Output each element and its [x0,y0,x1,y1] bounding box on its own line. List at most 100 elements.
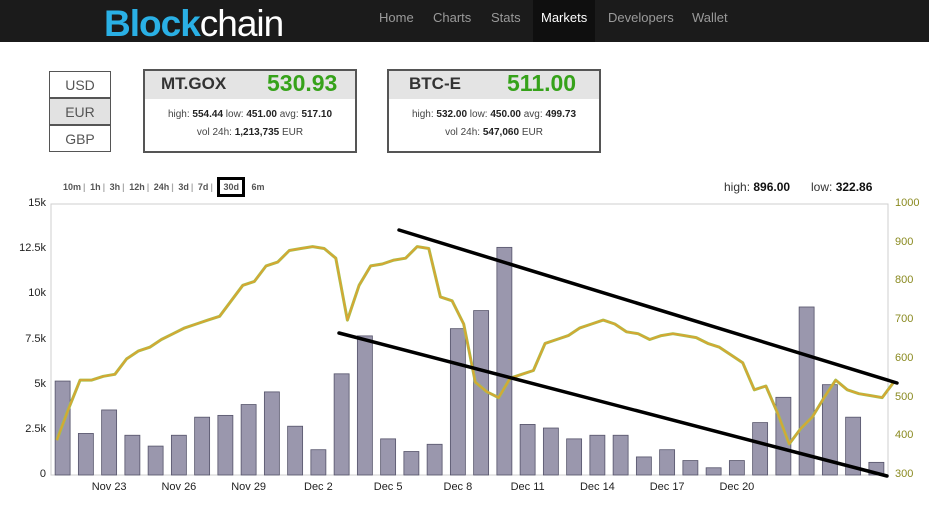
volume-bar [77,433,94,476]
high-label: high: [167,109,190,120]
logo-part: Blo [104,3,162,44]
logo-part: k [180,3,201,44]
date-tick-label: Dec 2 [304,481,333,493]
range-30d[interactable]: 30d [217,177,245,197]
exchange-stats: high: 554.44 low: 451.00 avg: 517.10 [145,109,355,120]
volume-bar [821,384,838,476]
volume-bar [310,449,327,476]
date-tick-label: Dec 20 [719,481,755,493]
nav-charts[interactable]: Charts [433,10,472,25]
exchange-stats: high: 532.00 low: 450.00 avg: 499.73 [389,109,599,120]
range-7d[interactable]: 7d [197,182,209,192]
low-value: 451.00 [246,109,277,120]
logo-part: chain [199,3,284,44]
vol-unit: EUR [521,127,543,138]
volume-bar [403,451,420,476]
vol-unit: EUR [281,127,304,138]
range-1h[interactable]: 1h [90,182,101,192]
volume-bar [170,434,187,476]
volume-bar [519,424,536,476]
volume-bar [356,335,373,476]
date-tick-label: Dec 14 [579,481,615,493]
volume-tick-label: 12.5k [19,242,46,255]
vol-value: 1,213,735 [234,127,280,138]
volume-bar [263,391,280,476]
avg-label: avg: [279,109,299,120]
nav-markets[interactable]: Markets [533,0,596,42]
currency-eur[interactable]: EUR [49,98,111,125]
vol-label: vol 24h: [445,127,481,138]
volume-bar [449,328,466,476]
nav-home[interactable]: Home [379,10,414,25]
nav-wallet[interactable]: Wallet [692,10,728,25]
range-10m[interactable]: 10m [63,182,82,192]
range-12h[interactable]: 12h [129,182,145,192]
price-tick-label: 700 [895,313,914,326]
currency-usd[interactable]: USD [49,71,111,98]
exchange-card-btce[interactable]: BTC-E 511.00 high: 532.00 low: 450.00 av… [387,69,601,153]
high-value: 554.44 [192,109,224,120]
trend-line-lower [337,331,889,478]
high-value: 532.00 [436,109,468,120]
range-3h[interactable]: 3h [109,182,121,192]
avg-label: avg: [523,109,543,120]
volume-bar [333,373,350,476]
volume-bar [287,425,304,476]
exchange-name: BTC-E [409,74,461,93]
price-line [56,245,895,445]
volume-tick-label: 2.5k [25,422,46,435]
price-tick-label: 800 [895,274,914,287]
volume-bar [798,306,815,476]
blockchain-logo[interactable]: Blockchain [104,3,284,44]
volume-bar [845,416,862,476]
range-24h[interactable]: 24h [153,182,170,192]
volume-tick-label: 7.5k [25,332,46,345]
date-tick-label: Dec 11 [510,481,545,493]
volume-bar [775,396,792,476]
chart-high: high: 896.00 [724,180,790,194]
price-tick-label: 300 [895,468,914,480]
volume-bar [752,422,769,476]
price-tick-label: 600 [895,351,914,364]
volume-bar [542,427,559,476]
volume-bar [566,438,583,476]
chart-low-label: low: [811,180,833,194]
volume-bar [589,434,606,476]
currency-gbp[interactable]: GBP [49,125,111,152]
exchange-volume: vol 24h: 547,060 EUR [389,127,599,138]
volume-bar [240,404,257,476]
volume-bar [194,416,211,476]
chart-low-value: 322.86 [835,180,873,194]
chart-low: low: 322.86 [811,180,872,194]
chart-high-label: high: [724,180,751,194]
card-header [145,71,355,99]
price-tick-label: 400 [895,429,914,442]
high-label: high: [411,109,434,120]
date-tick-label: Nov 26 [161,481,197,493]
volume-bar [496,246,513,476]
volume-bar [101,409,118,476]
vol-label: vol 24h: [196,127,232,138]
range-3d[interactable]: 3d [178,182,189,192]
exchange-price: 511.00 [507,70,577,96]
nav-developers[interactable]: Developers [608,10,674,25]
date-tick-label: Dec 17 [649,481,685,493]
exchange-volume: vol 24h: 1,213,735 EUR [145,127,355,138]
range-6m[interactable]: 6m [251,182,265,192]
avg-value: 517.10 [301,109,333,120]
volume-bar [147,445,164,476]
volume-bar [217,414,234,476]
price-tick-label: 500 [895,390,914,403]
nav-stats[interactable]: Stats [491,10,521,25]
exchange-card-mtgox[interactable]: MT.GOX 530.93 high: 554.44 low: 451.00 a… [143,69,357,153]
range-selector: 10m | 1h | 3h | 12h | 24h | 3d | 7d | 30d 6m [61,177,266,197]
date-tick-label: Nov 29 [231,481,267,493]
plot-frame [50,203,889,476]
volume-bar [380,438,397,476]
volume-bar [124,434,141,476]
volume-bar [426,443,443,476]
avg-value: 499.73 [545,109,577,120]
card-header [389,71,599,99]
date-tick-label: Dec 5 [373,481,403,493]
vol-value: 547,060 [482,127,520,138]
